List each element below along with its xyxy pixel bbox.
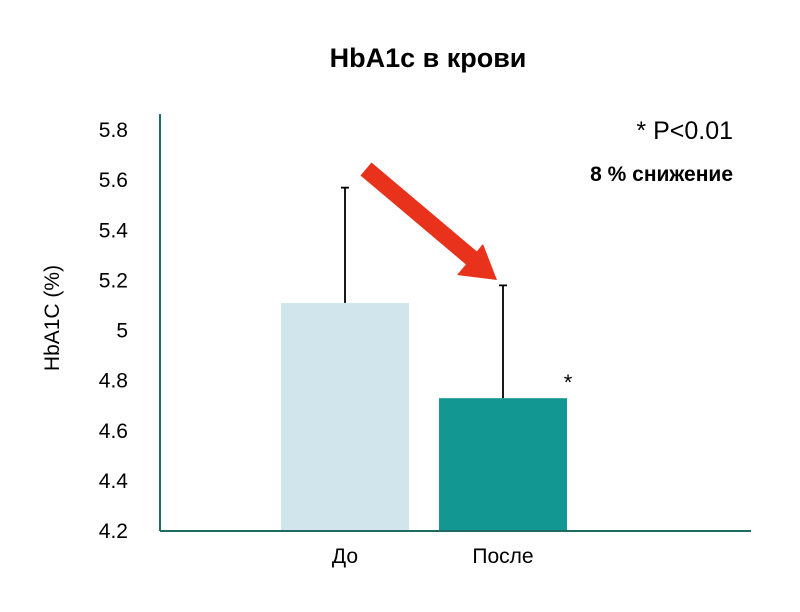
bars — [281, 302, 567, 531]
error-bar — [341, 186, 349, 303]
y-tick-label: 5 — [116, 320, 128, 343]
y-tick-label: 4.4 — [99, 470, 129, 493]
y-axis-label: HbA1C (%) — [41, 265, 64, 371]
y-tick-label: 5.6 — [99, 169, 128, 192]
y-tick-label: 5.4 — [99, 219, 129, 242]
error-bars — [341, 186, 507, 399]
p-value-note: * P<0.01 — [636, 117, 733, 145]
decrease-arrow — [360, 162, 497, 280]
y-axis-ticks: 4.2 4.4 4.6 4.8 5 5.2 5.4 5.6 5.8 — [99, 119, 129, 543]
bar-before — [281, 302, 409, 531]
x-tick-label: До — [332, 545, 358, 568]
significance-marker: * — [564, 370, 573, 395]
chart-title: HbA1c в крови — [330, 43, 527, 73]
x-tick-label: После — [472, 545, 533, 568]
y-tick-label: 4.2 — [99, 520, 128, 543]
y-tick-label: 4.6 — [99, 420, 128, 443]
reduction-note: 8 % снижение — [590, 163, 733, 186]
y-tick-label: 5.8 — [99, 119, 128, 142]
y-tick-label: 4.8 — [99, 370, 128, 393]
bar-after — [439, 398, 567, 531]
x-axis-ticks: До После — [332, 545, 534, 568]
y-tick-label: 5.2 — [99, 269, 128, 292]
error-bar — [499, 284, 507, 399]
